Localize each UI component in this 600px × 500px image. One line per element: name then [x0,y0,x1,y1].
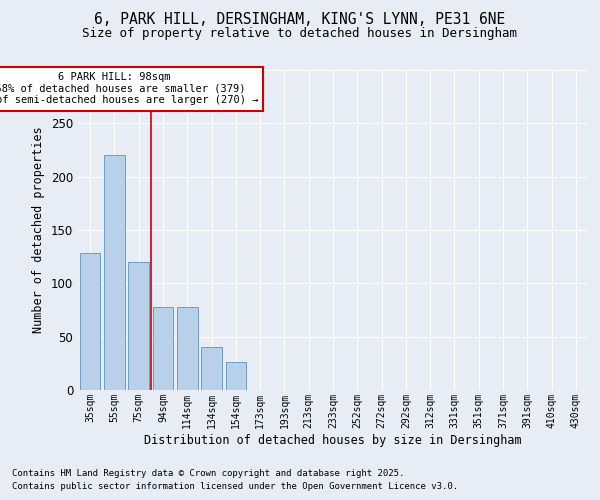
Bar [80,254,100,390]
Y-axis label: Number of detached properties: Number of detached properties [32,126,46,334]
Text: Contains HM Land Registry data © Crown copyright and database right 2025.: Contains HM Land Registry data © Crown c… [12,468,404,477]
Text: Contains public sector information licensed under the Open Government Licence v3: Contains public sector information licen… [12,482,458,491]
Bar [152,307,173,390]
Text: Size of property relative to detached houses in Dersingham: Size of property relative to detached ho… [83,28,517,40]
Text: 6 PARK HILL: 98sqm
← 58% of detached houses are smaller (379)
41% of semi-detach: 6 PARK HILL: 98sqm ← 58% of detached hou… [0,72,258,106]
Bar [128,262,149,390]
Bar [226,362,246,390]
Bar [177,307,197,390]
Bar [201,348,222,390]
X-axis label: Distribution of detached houses by size in Dersingham: Distribution of detached houses by size … [144,434,522,446]
Text: 6, PARK HILL, DERSINGHAM, KING'S LYNN, PE31 6NE: 6, PARK HILL, DERSINGHAM, KING'S LYNN, P… [94,12,506,28]
Bar [104,156,125,390]
